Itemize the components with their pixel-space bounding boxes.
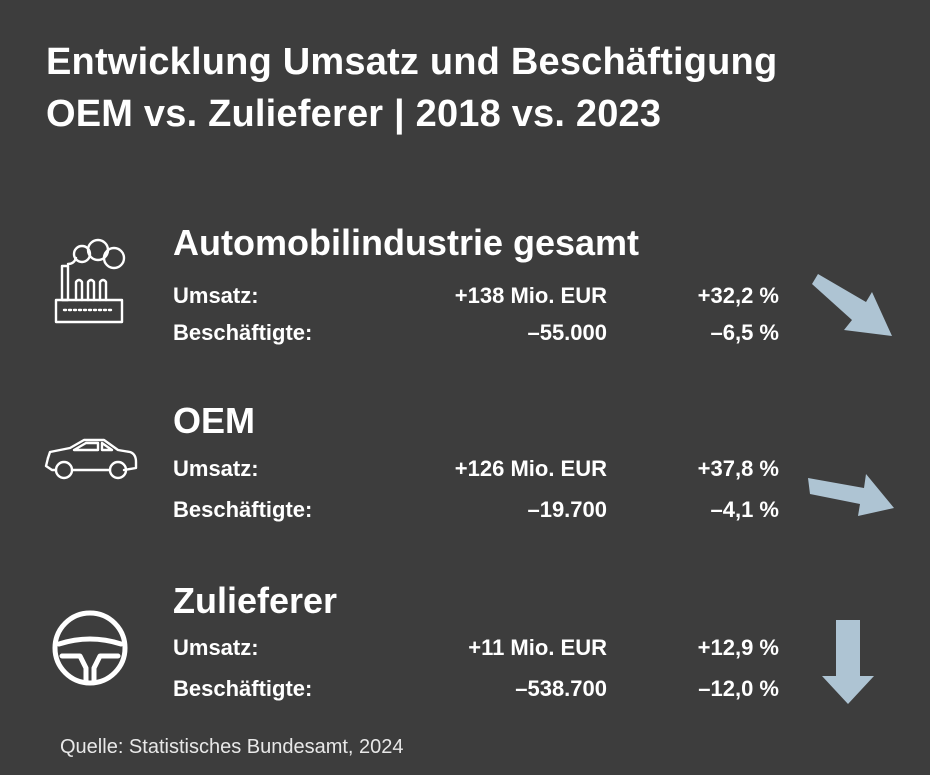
title-line-2: OEM vs. Zulieferer | 2018 vs. 2023: [46, 93, 662, 135]
table-row: Beschäftigte: –19.700 –4,1 %: [0, 497, 930, 537]
section-heading: Zulieferer: [173, 580, 338, 621]
section-heading: Automobilindustrie gesamt: [173, 222, 640, 263]
table-row: Umsatz: +138 Mio. EUR +32,2 %: [0, 283, 930, 323]
page-title: Entwicklung Umsatz und Beschäftigung OEM…: [46, 36, 777, 140]
row-percent-value: –6,5 %: [710, 320, 780, 345]
row-label: Beschäftigte:: [173, 676, 313, 701]
arrow-slight-down-right-icon: [808, 474, 894, 516]
row-absolute-value: +11 Mio. EUR: [468, 635, 607, 660]
row-percent-value: +32,2 %: [697, 283, 779, 308]
row-label: Beschäftigte:: [173, 497, 313, 522]
table-row: Umsatz: +11 Mio. EUR +12,9 %: [0, 635, 930, 675]
row-absolute-value: –55.000: [527, 320, 607, 345]
row-absolute-value: –538.700: [515, 676, 607, 701]
row-percent-value: +12,9 %: [697, 635, 779, 660]
factory-icon: [54, 238, 126, 324]
row-percent-value: –4,1 %: [710, 497, 780, 522]
row-absolute-value: +138 Mio. EUR: [454, 283, 607, 308]
row-label: Umsatz:: [173, 635, 259, 660]
section-heading: OEM: [173, 400, 256, 441]
row-absolute-value: –19.700: [527, 497, 607, 522]
source-note: Quelle: Statistisches Bundesamt, 2024: [60, 736, 404, 758]
arrow-down-right-icon: [812, 274, 892, 336]
row-absolute-value: +126 Mio. EUR: [454, 456, 607, 481]
car-icon: [44, 438, 138, 480]
table-row: Beschäftigte: –55.000 –6,5 %: [0, 320, 930, 360]
arrow-down-icon: [822, 620, 874, 704]
row-label: Beschäftigte:: [173, 320, 313, 345]
table-row: Umsatz: +126 Mio. EUR +37,8 %: [0, 456, 930, 496]
row-label: Umsatz:: [173, 283, 259, 308]
table-row: Beschäftigte: –538.700 –12,0 %: [0, 676, 930, 716]
row-percent-value: –12,0 %: [698, 676, 779, 701]
title-line-1: Entwicklung Umsatz und Beschäftigung: [46, 41, 778, 83]
steering-wheel-icon: [52, 610, 128, 686]
row-label: Umsatz:: [173, 456, 259, 481]
row-percent-value: +37,8 %: [697, 456, 779, 481]
